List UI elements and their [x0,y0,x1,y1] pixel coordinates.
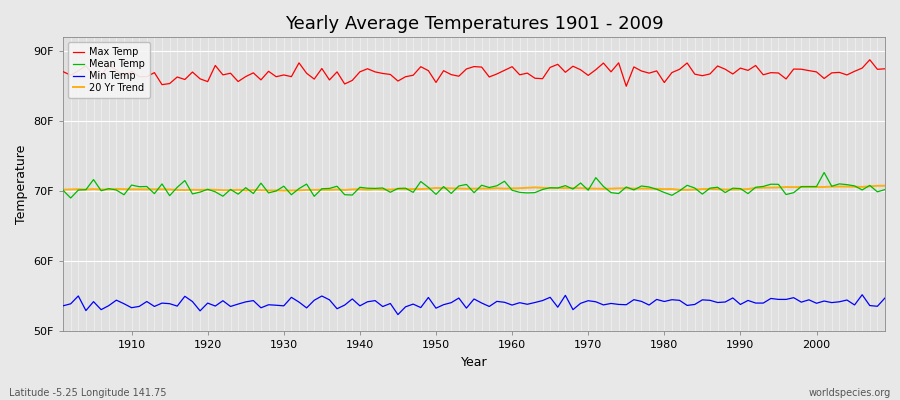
Mean Temp [507,188,517,193]
Line: Max Temp: Max Temp [63,60,885,86]
X-axis label: Year: Year [461,356,488,369]
Min Temp [119,301,130,306]
20 Yr Trend [879,183,890,188]
20 Yr Trend [339,188,350,192]
Line: Mean Temp: Mean Temp [63,172,885,198]
Mean Temp [339,192,350,197]
20 Yr Trend [293,188,304,193]
Min Temp [857,292,868,297]
Max Temp [500,68,510,73]
Mean Temp [293,186,304,191]
Max Temp [119,74,130,79]
Mean Temp [66,196,77,200]
Mean Temp [514,190,525,195]
Legend: Max Temp, Mean Temp, Min Temp, 20 Yr Trend: Max Temp, Mean Temp, Min Temp, 20 Yr Tre… [68,42,150,98]
20 Yr Trend [514,186,525,191]
20 Yr Trend [58,187,68,192]
Min Temp [879,296,890,300]
Min Temp [286,295,297,300]
Min Temp [606,301,616,306]
Y-axis label: Temperature: Temperature [15,145,28,224]
Mean Temp [58,188,68,193]
Mean Temp [126,183,137,188]
20 Yr Trend [606,186,616,191]
Text: Latitude -5.25 Longitude 141.75: Latitude -5.25 Longitude 141.75 [9,388,166,398]
Title: Yearly Average Temperatures 1901 - 2009: Yearly Average Temperatures 1901 - 2009 [284,15,663,33]
Max Temp [286,74,297,79]
Mean Temp [606,190,616,195]
Max Temp [879,66,890,71]
Min Temp [507,303,517,308]
20 Yr Trend [119,187,130,192]
Mean Temp [819,170,830,175]
Max Temp [332,70,343,74]
Text: worldspecies.org: worldspecies.org [809,388,891,398]
Min Temp [392,312,403,317]
Min Temp [514,300,525,305]
Min Temp [332,306,343,311]
20 Yr Trend [278,188,289,193]
Max Temp [507,64,517,69]
Min Temp [58,304,68,308]
Line: 20 Yr Trend: 20 Yr Trend [63,186,885,191]
Max Temp [864,57,875,62]
Max Temp [598,61,608,66]
Line: Min Temp: Min Temp [63,295,885,315]
Mean Temp [879,187,890,192]
Max Temp [621,84,632,89]
Max Temp [58,69,68,74]
20 Yr Trend [507,186,517,191]
